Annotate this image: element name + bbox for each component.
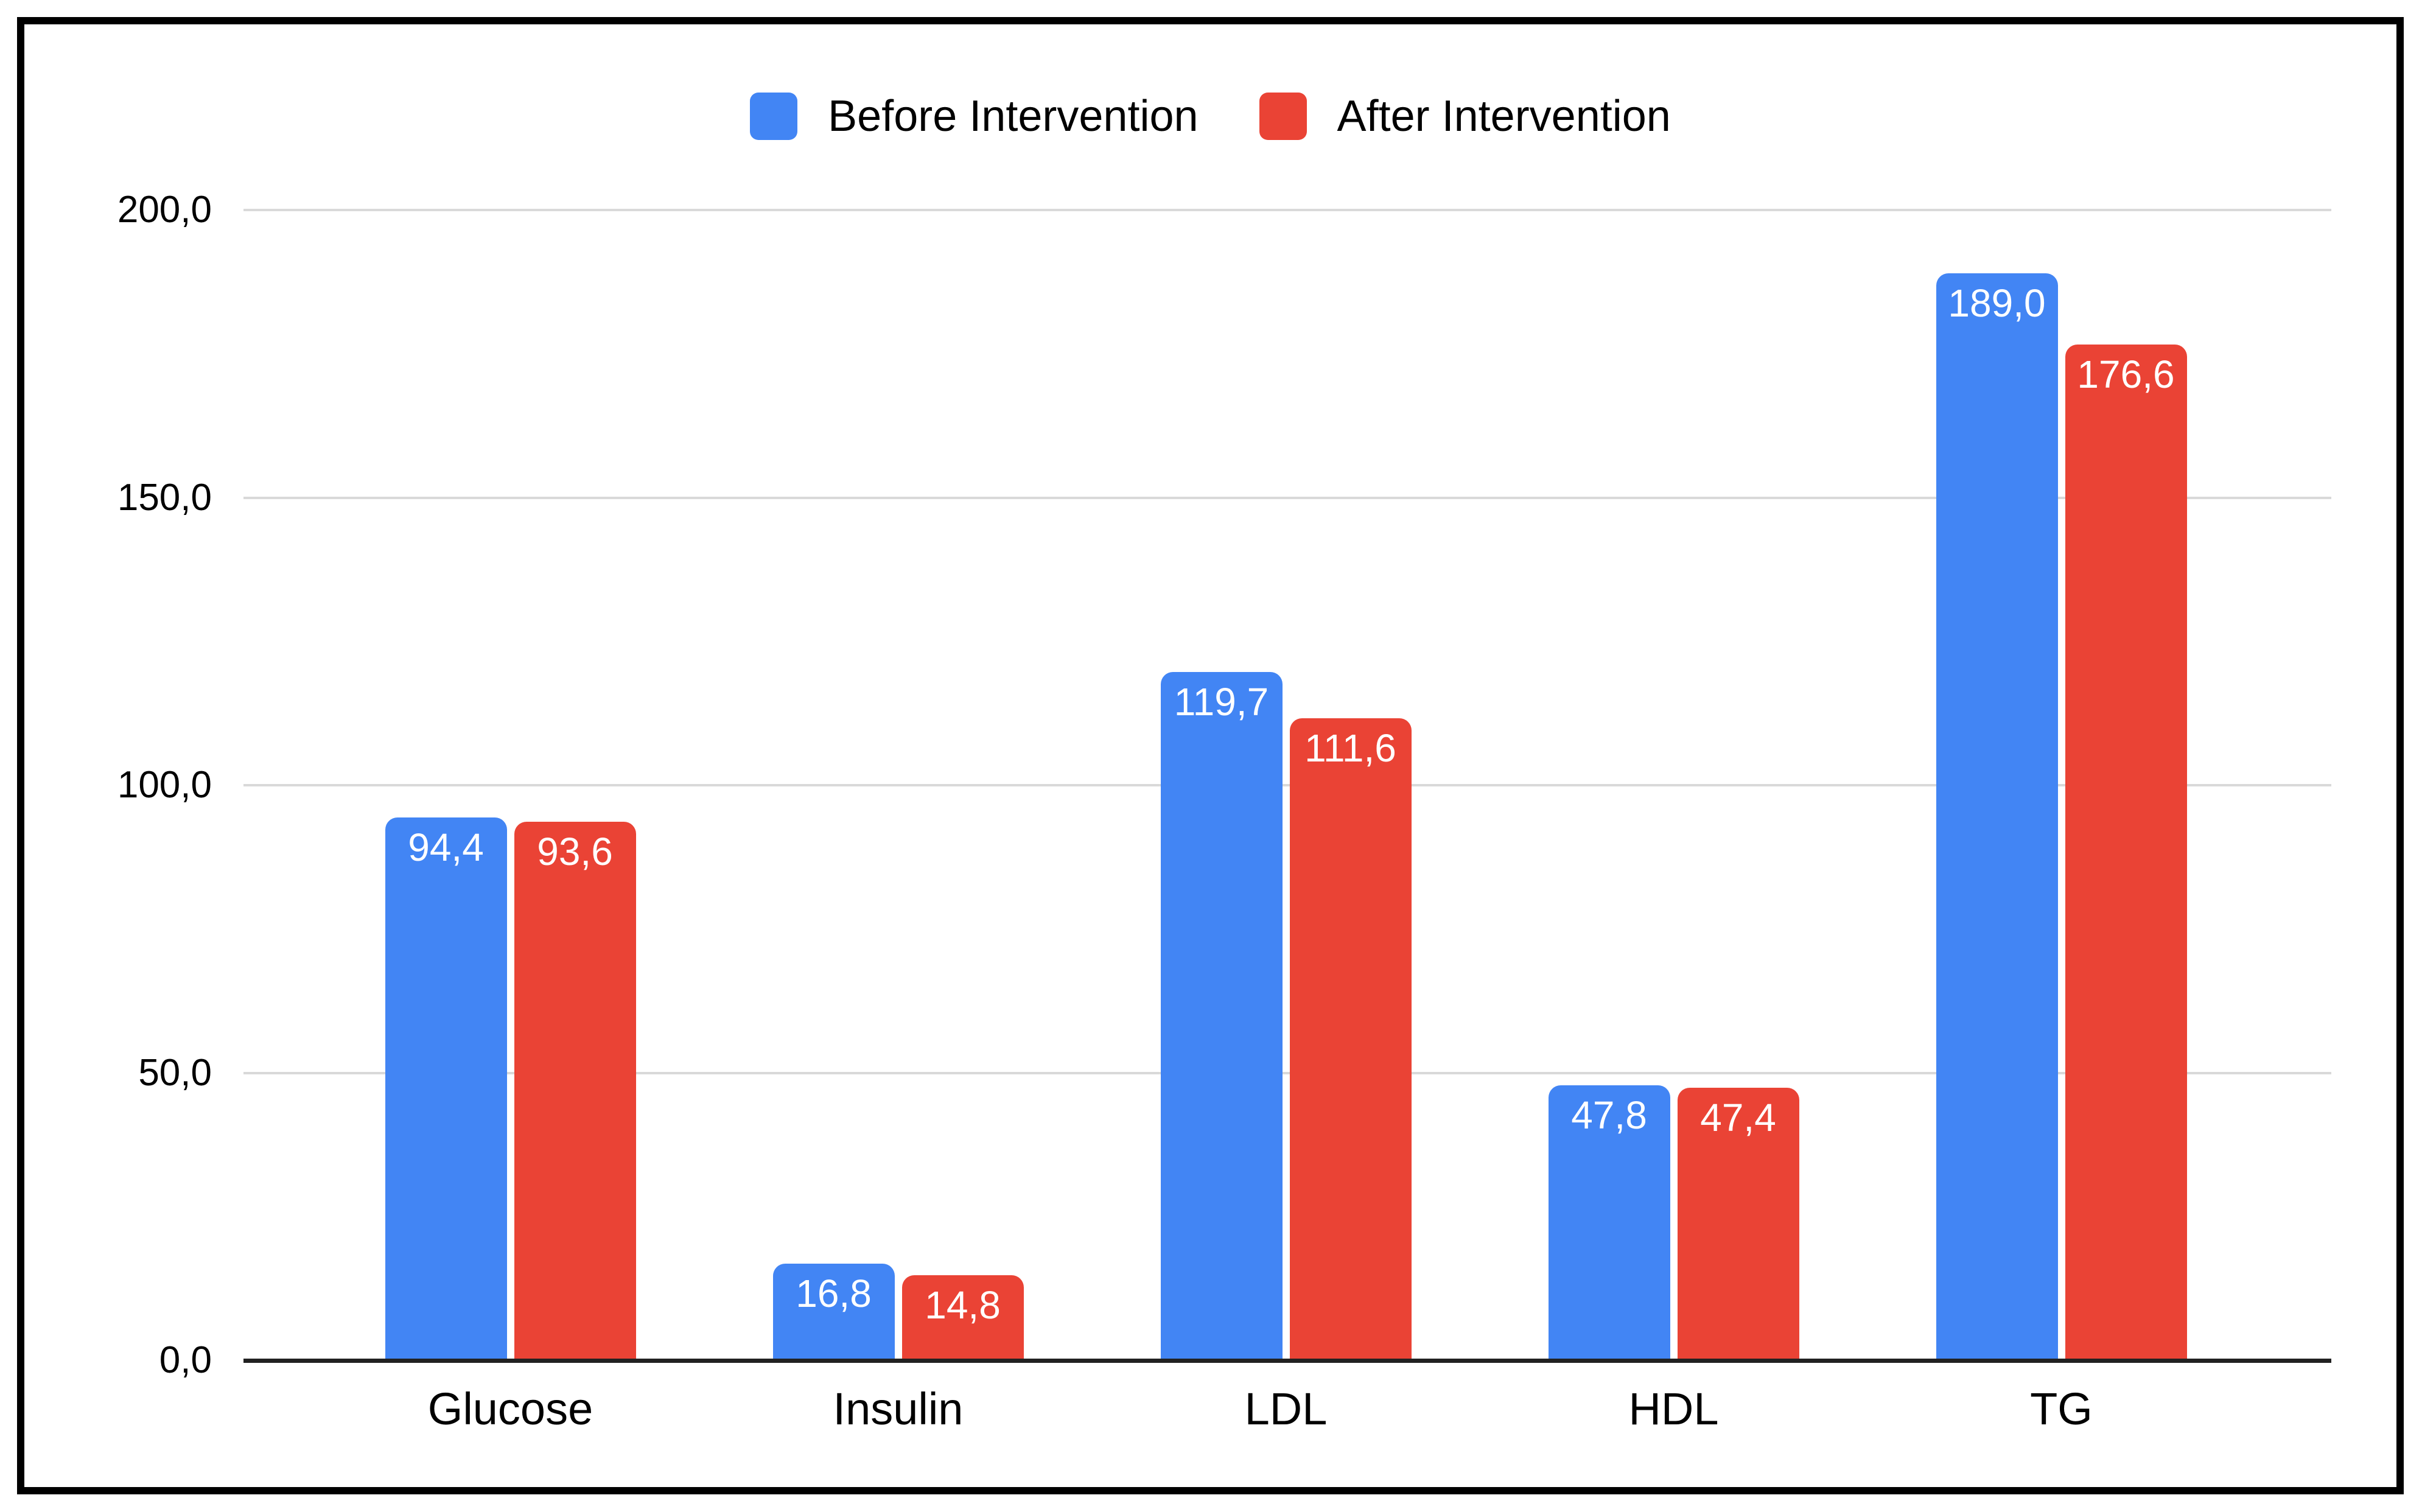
legend: Before Intervention After Intervention (24, 93, 2396, 140)
plot-area: 94,4 93,6 16,8 14,8 119,7 111,6 47,8 47,4 189,0 1… (243, 209, 2337, 1363)
gridline (243, 1071, 2331, 1074)
gridline (243, 496, 2331, 499)
bar-value-label: 111,6 (1304, 726, 1396, 771)
bar-after-hdl: 47,4 (1677, 1088, 1799, 1360)
y-tick-label: 200,0 (117, 189, 212, 231)
bar-value-label: 189,0 (1948, 281, 2046, 325)
bar-value-label: 176,6 (2077, 352, 2175, 397)
legend-swatch-before-icon (750, 93, 798, 140)
bar-value-label: 47,8 (1571, 1093, 1647, 1138)
bar-before-glucose: 94,4 (385, 817, 507, 1360)
y-tick-label: 50,0 (138, 1051, 212, 1094)
x-axis-line (243, 1359, 2331, 1363)
bar-after-ldl: 111,6 (1289, 718, 1412, 1360)
legend-label-after: After Intervention (1337, 92, 1671, 141)
bar-value-label: 94,4 (408, 825, 484, 869)
x-axis-labels: Glucose Insulin LDL HDL TG (317, 1387, 2255, 1432)
bar-value-label: 14,8 (925, 1283, 1001, 1328)
bar-after-insulin: 14,8 (901, 1275, 1024, 1360)
x-category-label-tg: TG (2030, 1384, 2093, 1434)
chart-frame: Before Intervention After Intervention 0… (17, 17, 2404, 1494)
bar-value-label: 93,6 (537, 830, 613, 874)
bar-before-insulin: 16,8 (772, 1264, 895, 1360)
legend-item-before: Before Intervention (750, 92, 1199, 141)
bar-value-label: 47,4 (1700, 1096, 1776, 1140)
x-category-label-ldl: LDL (1244, 1384, 1328, 1434)
y-tick-label: 100,0 (117, 764, 212, 806)
legend-label-before: Before Intervention (828, 92, 1199, 141)
y-tick-label: 150,0 (117, 476, 212, 519)
x-category-label-hdl: HDL (1628, 1384, 1719, 1434)
bar-after-glucose: 93,6 (514, 822, 636, 1360)
y-axis-labels: 0,0 50,0 100,0 150,0 200,0 (24, 191, 212, 1379)
gridline (243, 784, 2331, 786)
bar-group-tg: 189,0 176,6 (1867, 210, 2255, 1360)
bar-value-label: 119,7 (1174, 679, 1269, 724)
x-category-label-glucose: Glucose (427, 1384, 593, 1434)
bar-group-hdl: 47,8 47,4 (1480, 210, 1867, 1360)
bar-before-ldl: 119,7 (1160, 671, 1283, 1360)
x-category-label-insulin: Insulin (833, 1384, 964, 1434)
bar-group-insulin: 16,8 14,8 (704, 210, 1092, 1360)
bar-groups: 94,4 93,6 16,8 14,8 119,7 111,6 47,8 47,4 189,0 1… (317, 210, 2255, 1360)
bar-value-label: 16,8 (796, 1272, 872, 1316)
bar-before-hdl: 47,8 (1548, 1085, 1670, 1360)
legend-item-after: After Intervention (1259, 93, 1671, 140)
bar-after-tg: 176,6 (2065, 345, 2187, 1360)
bar-group-glucose: 94,4 93,6 (317, 210, 704, 1360)
legend-swatch-after-icon (1259, 93, 1307, 140)
y-tick-label: 0,0 (159, 1339, 212, 1381)
gridline (243, 209, 2331, 211)
bar-group-ldl: 119,7 111,6 (1092, 210, 1480, 1360)
bar-before-tg: 189,0 (1936, 273, 2058, 1360)
